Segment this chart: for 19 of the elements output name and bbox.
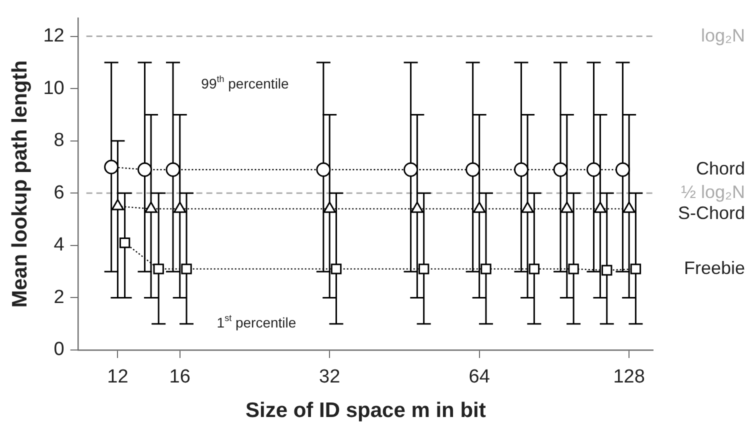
y-tick-label: 12 [43,26,64,47]
text: Chord [696,158,746,179]
y-axis-title: Mean lookup path length [8,60,32,308]
x-tick-label: 12 [107,366,128,388]
x-axis-title: Size of ID space m in bit [245,399,486,422]
text: Freebie [684,258,745,278]
y-tick-label: 10 [43,78,64,99]
ref-line-label: ½ log₂N [680,182,746,202]
y-tick-label: 6 [54,182,64,204]
x-tick-label: 64 [468,366,490,388]
y-tick-label: 4 [54,234,65,256]
y-tick-label: 2 [54,286,64,308]
x-tick-label: 32 [319,366,340,388]
x-tick-label: 128 [613,366,645,388]
text: S-Chord [678,203,746,224]
x-tick-label: 16 [169,366,190,388]
ref-line-label: log₂N [700,25,746,46]
y-tick-label: 8 [54,130,64,152]
y-tick-label: 0 [54,339,64,360]
